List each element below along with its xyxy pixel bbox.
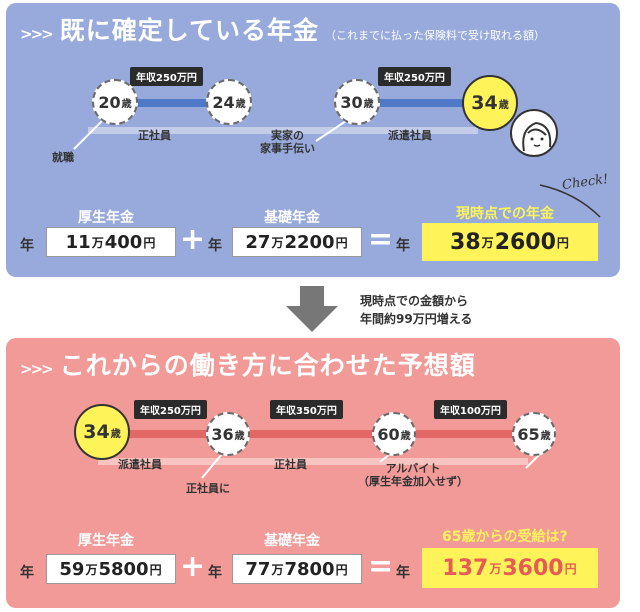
nen-label-1: 年 xyxy=(20,238,34,254)
kosei-amount-box: 59 万 5800 円 xyxy=(46,554,176,584)
increase-note: 現時点での金額から 年間約99万円増える xyxy=(360,294,473,326)
nen-label-3: 年 xyxy=(396,238,410,254)
timeline-band-haken xyxy=(354,99,474,107)
current-total-box: 38 万 2600 円 xyxy=(422,223,598,261)
projected-total-box: 137 万 3600 円 xyxy=(422,548,598,588)
projected-pension-title: >>> これからの働き方に合わせた予想額 xyxy=(20,346,476,382)
kiso-amount-box: 77 万 7800 円 xyxy=(232,554,362,584)
age-circle-34-current: 34 歳 xyxy=(74,404,130,460)
income-tag-2: 年収250万円 xyxy=(378,67,451,86)
down-arrow-icon xyxy=(286,286,338,332)
kiso-label: 基礎年金 xyxy=(264,533,320,549)
timeline-light-band xyxy=(88,127,478,134)
timeline-band-arubaito xyxy=(410,430,520,438)
age-circle-24: 24 歳 xyxy=(206,79,252,125)
equals-sign-2: = xyxy=(368,549,394,584)
timeline-ticks xyxy=(73,120,347,150)
income-tag-1: 年収250万円 xyxy=(134,400,207,419)
timeline-band-seishain xyxy=(242,430,382,438)
result-label: 現時点での年金 xyxy=(456,206,554,222)
woman-face-icon xyxy=(510,109,558,157)
kosei-label: 厚生年金 xyxy=(78,210,134,226)
timeline-band-haken xyxy=(126,430,216,438)
tick-jikka xyxy=(315,120,347,142)
title-arrows: >>> xyxy=(20,25,54,43)
age-circle-60: 60 歳 xyxy=(372,412,416,456)
timeline-band-seishain xyxy=(124,99,224,107)
tick-shushoku xyxy=(73,120,103,150)
kosei-label: 厚生年金 xyxy=(78,533,134,549)
label-jikka: 実家の 家事手伝い xyxy=(260,129,315,155)
label-haken: 派遣社員 xyxy=(388,129,432,142)
label-seishain: 正社員 xyxy=(274,458,307,471)
nen-label-1: 年 xyxy=(20,565,34,581)
kosei-amount-box: 11 万 400 円 xyxy=(46,227,176,257)
plus-sign-1: + xyxy=(180,222,206,257)
age-circle-34-current: 34 歳 xyxy=(462,75,518,131)
current-pension-title: >>> 既に確定している年金 （これまでに払った保険料で受け取れる額） xyxy=(20,11,545,47)
label-shushoku: 就職 xyxy=(52,151,74,164)
panel-heading: 既に確定している年金 xyxy=(59,16,319,45)
tick-seishain-ni xyxy=(201,453,223,479)
panel-subheading: （これまでに払った保険料で受け取れる額） xyxy=(324,29,545,42)
tick-65 xyxy=(525,453,541,469)
nen-label-2: 年 xyxy=(208,565,222,581)
label-haken: 派遣社員 xyxy=(118,458,162,471)
equals-sign-1: = xyxy=(368,222,394,257)
age-circle-36: 36 歳 xyxy=(206,412,250,456)
result-label: 65歳からの受給は? xyxy=(442,529,568,545)
timeline-pink-band xyxy=(98,458,528,465)
label-seishain-ni: 正社員に xyxy=(186,482,230,495)
label-seishain: 正社員 xyxy=(138,129,171,142)
age-circle-30: 30 歳 xyxy=(334,79,380,125)
title-arrows: >>> xyxy=(20,360,54,378)
age-circle-65: 65 歳 xyxy=(512,412,556,456)
income-tag-2: 年収350万円 xyxy=(270,400,343,419)
plus-sign-2: + xyxy=(180,549,206,584)
current-pension-panel: >>> 既に確定している年金 （これまでに払った保険料で受け取れる額） 年収25… xyxy=(6,3,620,277)
nen-label-3: 年 xyxy=(396,565,410,581)
check-speech-curve xyxy=(539,184,601,218)
income-tag-1: 年収250万円 xyxy=(130,67,203,86)
label-arubaito: アルバイト （厚生年金加入せず） xyxy=(358,462,468,488)
nen-label-2: 年 xyxy=(208,238,222,254)
projected-pension-panel: >>> これからの働き方に合わせた予想額 年収250万円 年収350万円 年収1… xyxy=(6,338,620,608)
kiso-amount-box: 27 万 2200 円 xyxy=(232,227,362,257)
age-circle-20: 20 歳 xyxy=(92,79,138,125)
panel-heading: これからの働き方に合わせた予想額 xyxy=(59,351,476,380)
income-tag-3: 年収100万円 xyxy=(434,400,507,419)
kiso-label: 基礎年金 xyxy=(264,210,320,226)
